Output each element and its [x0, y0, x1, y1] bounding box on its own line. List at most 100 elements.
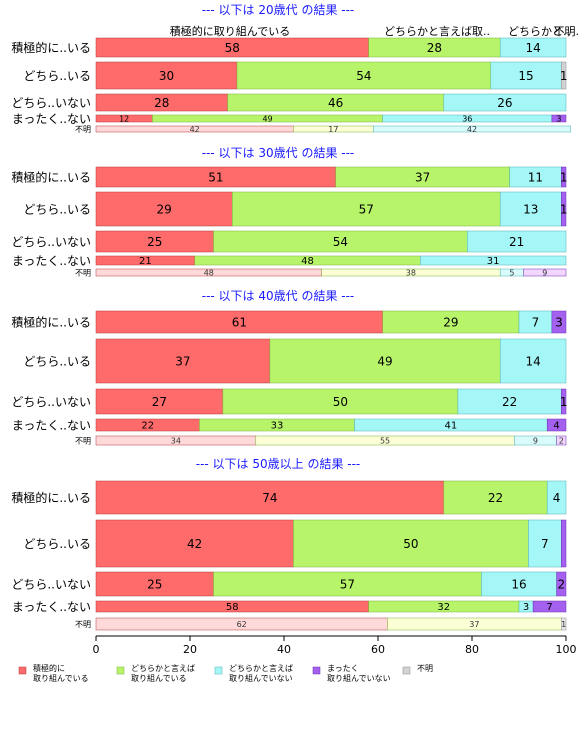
data-label: 42 [187, 537, 202, 551]
data-label: 46 [328, 96, 343, 110]
data-label: 14 [525, 354, 540, 368]
data-label: 50 [403, 537, 418, 551]
panel-title: --- 以下は 50歳以上 の結果 --- [196, 457, 361, 471]
bar-segment [561, 519, 567, 568]
data-label: 22 [502, 395, 517, 409]
category-label: 積極的に..いる [11, 40, 91, 55]
data-label: 3 [523, 602, 529, 613]
header-label: 不明.. [554, 25, 580, 38]
x-tick-label: 100 [556, 643, 577, 656]
bar-segment [499, 37, 567, 58]
data-label: 62 [237, 620, 247, 629]
bar-segment [546, 418, 567, 432]
data-label: 26 [497, 96, 512, 110]
data-label: 22 [141, 421, 154, 432]
legend-label: 不明 [417, 664, 433, 673]
data-label: 42 [467, 125, 477, 134]
data-label: 9 [533, 436, 538, 445]
bar-segment [95, 338, 271, 384]
legend-swatch [312, 666, 321, 675]
data-label: 34 [171, 436, 181, 445]
bar-segment [443, 480, 548, 515]
data-label: 21 [139, 256, 152, 267]
x-tick-label: 60 [371, 643, 385, 656]
category-label: 積極的に..いる [11, 170, 91, 185]
bar-segment [420, 255, 567, 266]
data-label: 4 [553, 421, 559, 432]
category-label: どちら..いない [11, 96, 91, 110]
bar-segment [232, 191, 501, 227]
data-label: 37 [469, 620, 479, 629]
bar-segment [523, 268, 567, 277]
bar-segment [95, 571, 214, 597]
data-label: 58 [226, 602, 239, 613]
panel-title: --- 以下は 30歳代 の結果 --- [202, 146, 355, 160]
bar-segment [95, 191, 233, 227]
data-label: 15 [518, 69, 533, 83]
x-tick-label: 0 [93, 643, 100, 656]
bar-segment [95, 519, 294, 568]
legend-swatch [116, 666, 125, 675]
bar-segment [236, 61, 492, 90]
category-label: どちら..いない [11, 235, 91, 249]
category-label: どちら..いる [23, 69, 91, 83]
data-label: 1 [560, 69, 568, 83]
bar-segment [556, 571, 567, 597]
legend-swatch [214, 666, 223, 675]
category-label: まったく..ない [12, 600, 91, 614]
bar-segment [213, 571, 482, 597]
data-label: 1 [560, 170, 568, 184]
panel-title: --- 以下は 20歳代 の結果 --- [202, 3, 355, 17]
category-label: どちら..いる [23, 203, 91, 217]
category-label: 積極的に..いる [11, 315, 91, 330]
data-label: 41 [444, 421, 457, 432]
bar-segment [457, 388, 562, 415]
legend-swatch [18, 666, 27, 675]
data-label: 21 [509, 235, 524, 249]
legend-label: 取り組んでいる [33, 673, 89, 683]
legend-label: 積極的に [33, 663, 65, 673]
data-label: 33 [271, 421, 284, 432]
data-label: 12 [119, 114, 129, 123]
data-label: 5 [509, 268, 514, 277]
data-label: 31 [487, 256, 500, 267]
data-label: 4 [553, 491, 561, 505]
bar-segment [481, 571, 557, 597]
category-label: どちら..いない [11, 578, 91, 592]
bar-segment [528, 519, 562, 568]
data-label: 58 [225, 41, 240, 55]
data-label: 55 [380, 436, 390, 445]
data-label: 30 [159, 69, 174, 83]
data-label: 61 [232, 315, 247, 329]
x-tick-label: 20 [183, 643, 197, 656]
data-label: 13 [523, 202, 538, 216]
data-label: 49 [377, 354, 392, 368]
data-label: 29 [157, 202, 172, 216]
data-label: 11 [528, 170, 543, 184]
bar-segment [95, 388, 224, 415]
data-label: 49 [262, 114, 272, 123]
data-label: 28 [427, 41, 442, 55]
data-label: 25 [147, 235, 162, 249]
data-label: 27 [152, 395, 167, 409]
data-label: 1 [560, 202, 568, 216]
data-label: 74 [262, 491, 277, 505]
category-label: 不明 [75, 620, 91, 629]
bar-segment [490, 61, 562, 90]
data-label: 42 [190, 125, 200, 134]
data-label: 51 [208, 170, 223, 184]
bar-segment [443, 93, 567, 112]
bar-segment [561, 166, 567, 188]
bar-segment [561, 191, 567, 227]
x-tick-label: 80 [465, 643, 479, 656]
bar-segment [373, 125, 571, 133]
data-label: 48 [301, 256, 314, 267]
header-label: どちらかと.. [508, 25, 570, 38]
category-label: 不明 [75, 269, 91, 278]
data-label: 14 [525, 41, 540, 55]
data-label: 1 [561, 620, 566, 629]
data-label: 16 [511, 577, 526, 591]
data-label: 25 [147, 577, 162, 591]
data-label: 37 [175, 354, 190, 368]
bar-segment [293, 519, 529, 568]
